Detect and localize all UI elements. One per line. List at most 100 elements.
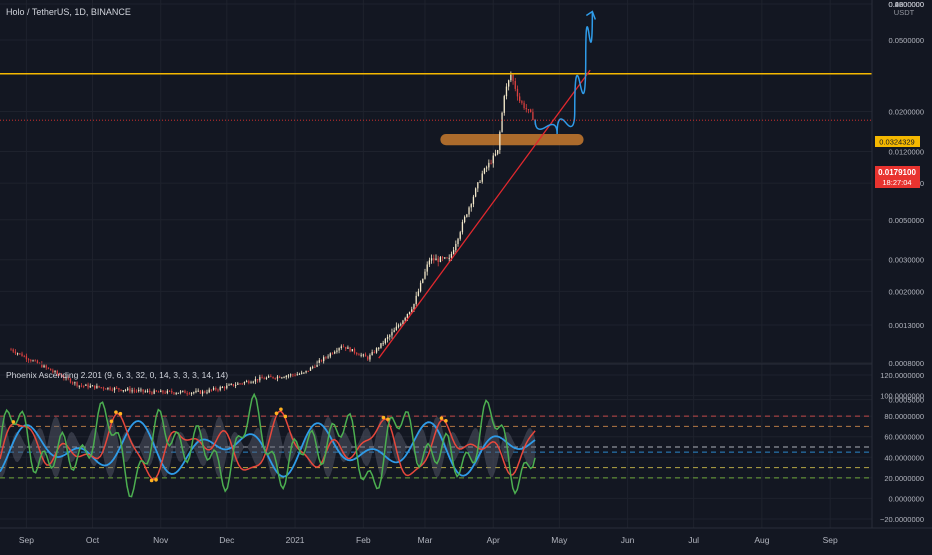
candle-body	[135, 390, 138, 392]
candle-body	[254, 379, 257, 382]
candle-body	[415, 295, 417, 304]
candle-body	[501, 112, 503, 132]
candle-body	[446, 257, 448, 259]
candle-body	[67, 376, 69, 379]
candle-body	[463, 216, 466, 223]
indicator-signal-dot	[109, 419, 114, 424]
candle-body	[532, 112, 534, 121]
candle-body	[294, 374, 296, 376]
time-tick-label: Dec	[219, 535, 235, 545]
candle-body	[160, 390, 162, 393]
projection-arrowhead[interactable]	[585, 10, 597, 20]
current-price-tag	[875, 166, 920, 188]
price-tick-label: 0.0500000	[889, 36, 924, 45]
candle-body	[477, 182, 479, 189]
candle-body	[19, 353, 21, 355]
candle-body	[217, 389, 219, 391]
candle-body	[400, 324, 402, 326]
indicator-signal-dot	[11, 420, 16, 424]
candle-body	[263, 378, 265, 380]
indicator-green-line	[0, 392, 536, 498]
time-tick-label: May	[551, 535, 568, 545]
candle-body	[362, 354, 364, 356]
candle-body	[349, 347, 351, 352]
candle-body	[527, 109, 530, 111]
candle-body	[444, 257, 446, 259]
candle-body	[171, 391, 173, 393]
candle-body	[340, 346, 342, 349]
indicator-signal-dot	[154, 477, 158, 482]
candle-body	[492, 155, 494, 164]
candle-body	[455, 243, 457, 251]
candle-body	[457, 238, 459, 244]
candle-body	[197, 390, 199, 392]
candle-body	[10, 349, 12, 351]
candle-body	[389, 335, 391, 337]
candle-body	[52, 370, 54, 372]
candle-body	[265, 377, 268, 379]
candle-body	[510, 74, 512, 81]
price-tick-label: 0.0050000	[889, 216, 924, 225]
candle-body	[296, 374, 298, 376]
candle-body	[138, 389, 140, 392]
candle-body	[85, 384, 87, 386]
candle-body	[166, 390, 169, 394]
symbol-title[interactable]: Holo / TetherUS, 1D, BINANCE	[6, 7, 131, 17]
candle-body	[508, 80, 510, 87]
indicator-signal-dot	[279, 407, 283, 412]
candle-body	[301, 372, 303, 374]
time-tick-label: Oct	[86, 535, 100, 545]
candle-body	[206, 392, 208, 394]
indicator-axis[interactable]: 120.0000000 100.0000000 80.0000000 60.00000…	[880, 371, 924, 524]
time-tick-label: Aug	[754, 535, 769, 545]
candle-body	[102, 387, 105, 389]
candle-body	[404, 317, 406, 321]
price-tick-label: 0.0200000	[889, 108, 924, 117]
candle-body	[149, 390, 151, 393]
candle-body	[419, 282, 422, 292]
candle-body	[397, 325, 400, 327]
candle-body	[168, 390, 171, 392]
candle-body	[107, 387, 109, 390]
candle-body	[173, 392, 175, 394]
support-zone[interactable]	[440, 134, 584, 146]
candle-body	[514, 80, 516, 89]
candle-body	[94, 385, 96, 389]
candle-body	[131, 390, 133, 392]
candle-body	[393, 330, 395, 333]
candle-body	[190, 392, 193, 394]
candle-body	[503, 96, 505, 113]
candle-body	[345, 346, 347, 349]
candle-body	[309, 367, 312, 371]
time-axis[interactable]: Sep Oct Nov Dec 2021 Feb Mar Apr May Jun Jul Aug Sep	[19, 535, 838, 545]
time-tick-label: Jun	[621, 535, 635, 545]
candle-body	[245, 381, 248, 383]
candle-body	[65, 376, 67, 379]
candle-body	[36, 360, 39, 364]
candle-body	[45, 365, 47, 368]
candle-body	[351, 349, 353, 352]
candle-body	[230, 384, 232, 386]
current-price-label: 0.0179100	[878, 168, 916, 177]
candle-body	[411, 309, 413, 312]
candle-body	[470, 204, 472, 208]
candle-body	[109, 387, 111, 390]
ascending-trendline[interactable]	[378, 69, 591, 359]
candle-body	[219, 387, 221, 390]
candle-body	[241, 383, 243, 385]
candle-body	[494, 153, 497, 156]
projection-arrow-path[interactable]	[534, 11, 594, 135]
time-tick-label: Feb	[356, 535, 371, 545]
candle-body	[461, 222, 464, 233]
candle-body	[96, 385, 98, 389]
candle-body	[116, 387, 118, 389]
price-tick-label: 0.4500000	[889, 0, 924, 9]
price-candles	[10, 71, 536, 397]
candle-body	[314, 366, 316, 368]
candle-body	[466, 214, 468, 217]
candle-body	[54, 371, 56, 373]
candle-body	[499, 131, 501, 151]
indicator-title[interactable]: Phoenix Ascending 2.201 (9, 6, 3, 32, 0,…	[6, 370, 228, 380]
